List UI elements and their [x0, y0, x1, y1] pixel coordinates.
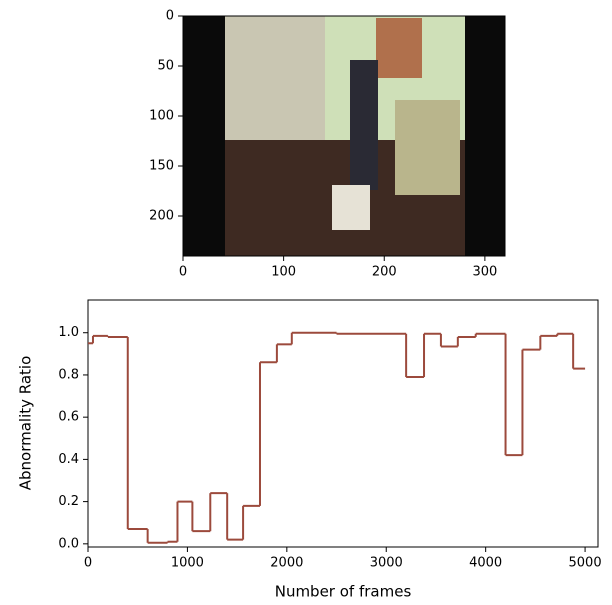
- y-tick-label: 0.4: [58, 452, 79, 467]
- y-tick-label: 0.2: [58, 494, 79, 509]
- x-tick-label: 1000: [171, 556, 204, 571]
- y-axis-label: Abnormality Ratio: [17, 356, 35, 491]
- x-axis-label: Number of frames: [275, 583, 412, 601]
- y-tick-label: 1.0: [58, 325, 79, 340]
- y-tick-label: 0.0: [58, 536, 79, 551]
- wall: [225, 16, 325, 146]
- x-tick-label: 4000: [469, 556, 502, 571]
- poster: [376, 18, 422, 78]
- y-tick-label: 100: [149, 109, 174, 124]
- plot-frame: [87, 299, 599, 548]
- y-tick-label: 0: [166, 9, 174, 24]
- x-tick-label: 3000: [370, 556, 403, 571]
- person: [350, 60, 378, 190]
- y-tick-label: 0.6: [58, 410, 79, 425]
- x-tick-label: 200: [372, 265, 397, 280]
- y-tick-label: 150: [149, 159, 174, 174]
- x-tick-label: 100: [271, 265, 296, 280]
- object: [332, 185, 370, 230]
- x-tick-label: 300: [472, 265, 497, 280]
- y-tick-label: 200: [149, 209, 174, 224]
- y-tick-label: 50: [157, 59, 174, 74]
- image-frame: [182, 15, 506, 257]
- armchair: [395, 100, 460, 195]
- x-tick-label: 5000: [569, 556, 602, 571]
- x-tick-label: 2000: [270, 556, 303, 571]
- video-frame: [183, 16, 505, 256]
- y-tick-label: 0.8: [58, 367, 79, 382]
- x-tick-label: 0: [84, 556, 92, 571]
- x-tick-label: 0: [179, 265, 187, 280]
